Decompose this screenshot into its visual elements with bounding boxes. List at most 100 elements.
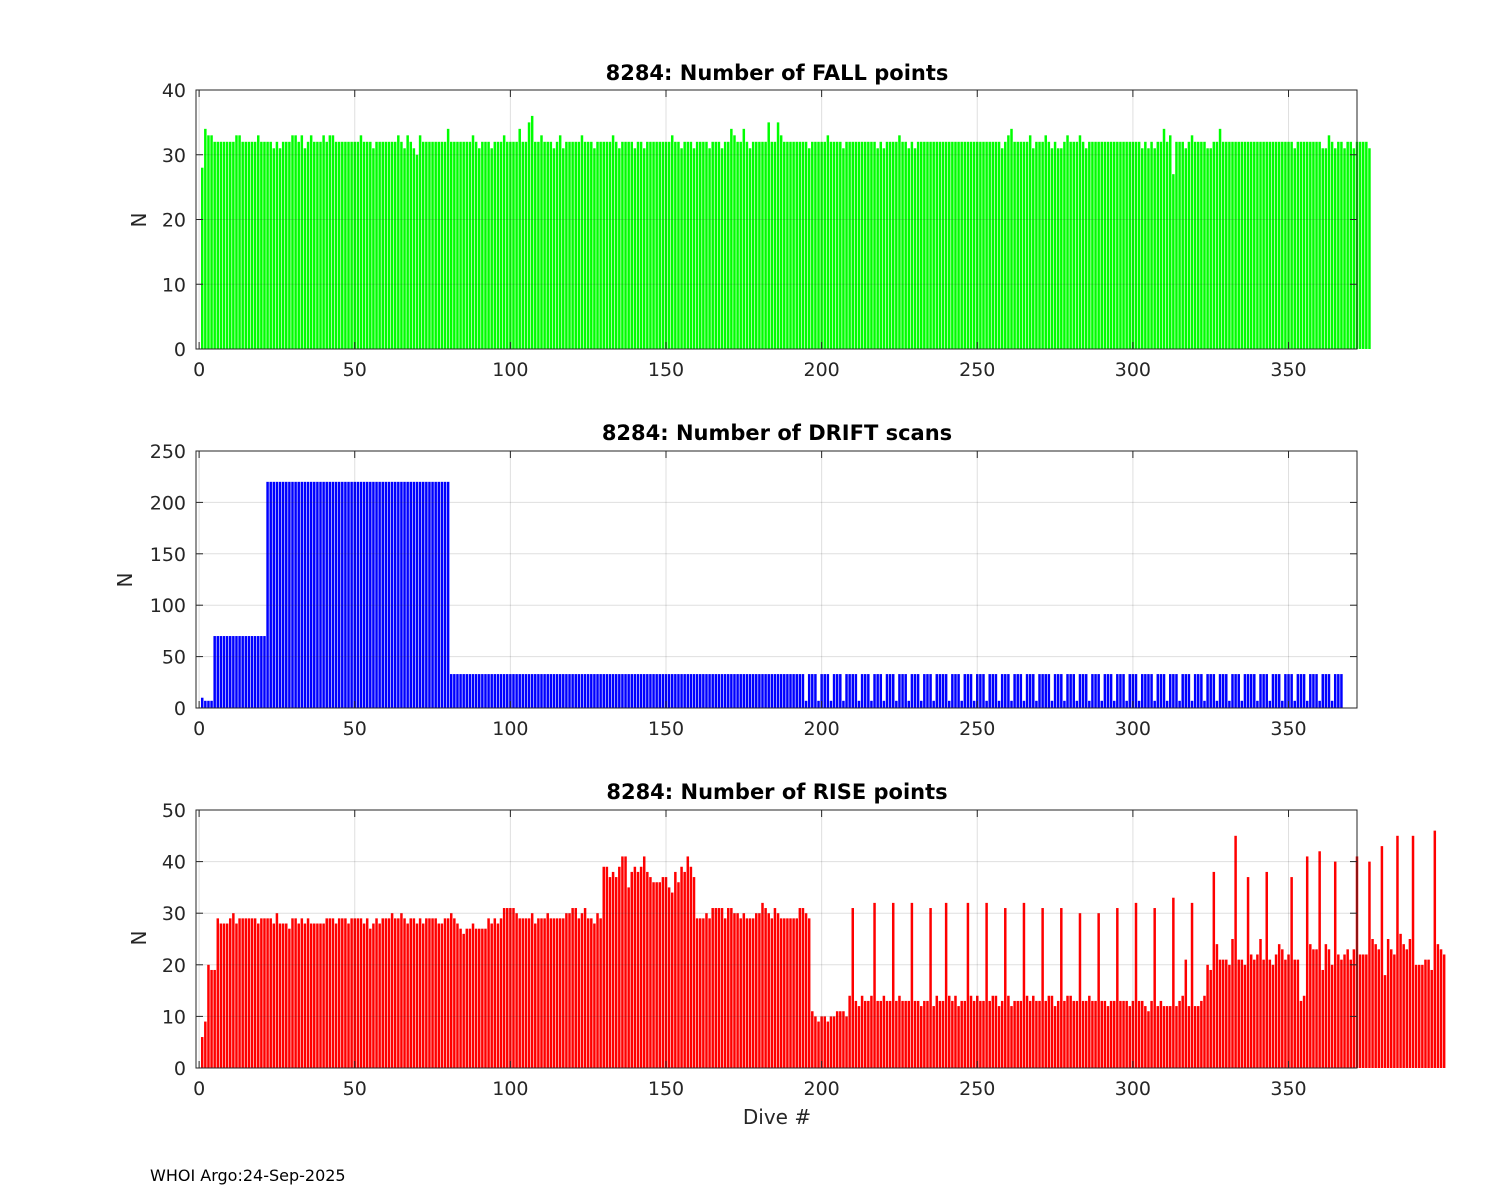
fall-bar (857, 141, 861, 349)
drift-bar (350, 481, 353, 708)
rise-x-tick-label: 250 (959, 1078, 995, 1100)
drift-bar (1237, 674, 1240, 708)
drift-bar (228, 636, 232, 708)
rise-y-tick-label: 50 (162, 800, 186, 822)
drift-bar (1333, 674, 1337, 708)
drift-bar (714, 674, 718, 708)
drift-bar (1075, 700, 1079, 708)
fall-bar (677, 141, 680, 349)
rise-bar (1066, 995, 1069, 1068)
fall-bar (353, 141, 356, 349)
rise-bar (481, 928, 484, 1068)
fall-bar (1209, 148, 1212, 349)
rise-bar (832, 1016, 836, 1068)
drift-bar (982, 674, 985, 708)
rise-bar (518, 918, 521, 1068)
rise-bar (944, 902, 948, 1068)
rise-bar (1209, 969, 1212, 1068)
drift-bar (655, 674, 658, 708)
rise-bar (253, 918, 257, 1068)
fall-bar (1162, 128, 1166, 349)
fall-bar (1134, 141, 1138, 349)
rise-bar (1380, 846, 1384, 1068)
rise-bar (646, 871, 649, 1068)
drift-bar (515, 674, 518, 708)
drift-bar (633, 674, 637, 708)
fall-bar (1340, 141, 1343, 349)
rise-bar (807, 918, 811, 1068)
rise-bar (260, 918, 263, 1068)
drift-bar (518, 674, 521, 708)
rise-bar (1293, 959, 1296, 1068)
drift-bar (929, 674, 932, 708)
fall-bar (1116, 141, 1119, 349)
drift-bar (1150, 674, 1153, 708)
drift-bar (487, 674, 490, 708)
fall-bar (1094, 141, 1097, 349)
fall-bar (1234, 141, 1237, 349)
fall-bar (689, 141, 693, 349)
rise-bar (1053, 1006, 1057, 1068)
drift-bar (328, 481, 332, 708)
drift-bar (1253, 674, 1256, 708)
fall-bar (1240, 141, 1244, 349)
drift-bar (524, 674, 528, 708)
rise-bar (384, 918, 388, 1068)
rise-bar (1078, 913, 1082, 1068)
rise-bar (228, 918, 232, 1068)
rise-bar (711, 908, 714, 1068)
drift-bar (337, 481, 341, 708)
fall-bar (1178, 141, 1181, 349)
fall-bar (309, 135, 313, 349)
fall-bar (1019, 141, 1023, 349)
fall-bar (792, 141, 795, 349)
fall-bar (316, 141, 319, 349)
fall-bar (297, 141, 300, 349)
drift-bar (1268, 700, 1272, 708)
rise-chart-title: 8284: Number of RISE points (606, 780, 947, 804)
rise-bar (1284, 959, 1287, 1068)
drift-bar (1181, 674, 1184, 708)
fall-bar (484, 141, 487, 349)
fall-bar (263, 141, 266, 349)
drift-bar (630, 674, 634, 708)
drift-bar (555, 674, 559, 708)
fall-bar (1299, 141, 1303, 349)
drift-bar (1041, 674, 1044, 708)
rise-bar (1206, 964, 1209, 1068)
fall-bar (863, 141, 867, 349)
rise-bar (1147, 1011, 1150, 1068)
rise-bar (434, 918, 437, 1068)
rise-bar (857, 1006, 861, 1068)
drift-bar (412, 481, 416, 708)
rise-bar (767, 913, 770, 1068)
fall-bar (1112, 141, 1116, 349)
drift-bar (935, 674, 939, 708)
drift-bar (1162, 674, 1166, 708)
fall-bar (328, 135, 332, 349)
rise-bar (860, 995, 864, 1068)
rise-bar (393, 918, 397, 1068)
fall-bar (590, 141, 593, 349)
rise-bar (1140, 1000, 1144, 1068)
drift-bar (994, 674, 998, 708)
drift-bar (446, 481, 450, 708)
rise-bar (1315, 949, 1318, 1068)
fall-bar (1215, 141, 1219, 349)
drift-bar (1140, 674, 1144, 708)
rise-bar (1137, 1000, 1141, 1068)
drift-bar (1137, 700, 1141, 708)
drift-bar (549, 674, 553, 708)
fall-bar (580, 135, 584, 349)
rise-bar (655, 882, 658, 1068)
drift-bar (297, 481, 300, 708)
drift-bar (674, 674, 677, 708)
drift-bar (1243, 674, 1247, 708)
fall-bar (919, 141, 923, 349)
fall-bar (708, 148, 711, 349)
drift-bar (313, 481, 316, 708)
fall-bar (985, 141, 988, 349)
fall-bar (462, 141, 465, 349)
drift-bar (720, 674, 724, 708)
rise-bar (997, 1006, 1001, 1068)
